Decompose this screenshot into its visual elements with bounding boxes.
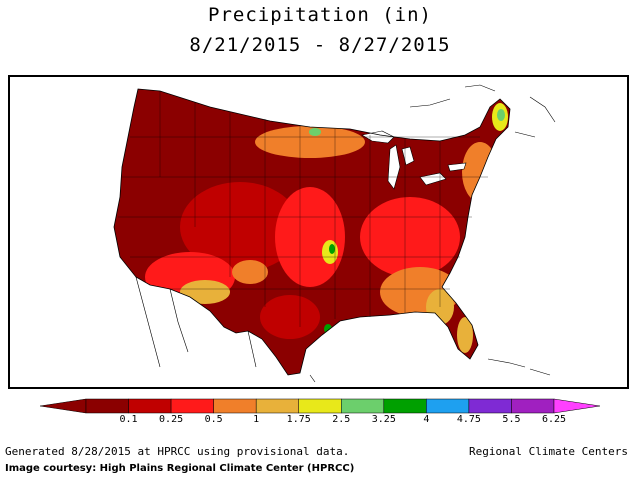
- precip-field-north: [255, 126, 365, 158]
- image-credit: Image courtesy: High Plains Regional Cli…: [5, 463, 355, 474]
- generated-note: Generated 8/28/2015 at HPRCC using provi…: [5, 445, 350, 458]
- legend-arrow-right: [553, 398, 600, 414]
- precip-field-central: [180, 182, 300, 272]
- legend-swatch: [85, 398, 129, 414]
- precip-field-kansas-green: [329, 244, 335, 254]
- legend-swatch: [298, 398, 342, 414]
- legend-tick-label: 0.25: [159, 414, 184, 425]
- legend-tick-label: 4.75: [456, 414, 481, 425]
- legend-tick-label: 4: [423, 414, 430, 425]
- precip-field-mn: [309, 128, 321, 136]
- organization-label: Regional Climate Centers: [469, 445, 628, 458]
- precip-field-texas: [260, 295, 320, 339]
- conus-outline: [113, 88, 511, 376]
- us-map-svg: [113, 84, 556, 383]
- precipitation-map: [8, 75, 629, 389]
- map-title: Precipitation (in): [208, 4, 432, 26]
- legend-tick-label: 3.25: [371, 414, 396, 425]
- precip-field-ne: [462, 142, 498, 202]
- legend-tick-label: 0.5: [204, 414, 223, 425]
- caribbean-islands: [487, 358, 551, 376]
- legend-tick-label: 0.1: [119, 414, 138, 425]
- legend-swatch: [255, 398, 299, 414]
- mexico-coastline: [135, 276, 316, 383]
- legend-tick-label: 2.5: [332, 414, 351, 425]
- legend-swatch: [511, 398, 555, 414]
- legend-swatch: [426, 398, 470, 414]
- legend-swatch: [383, 398, 427, 414]
- legend-swatch: [170, 398, 214, 414]
- legend-tick-label: 5.5: [502, 414, 521, 425]
- legend-tick-label: 6.25: [541, 414, 567, 425]
- precip-field-east: [360, 197, 460, 277]
- legend-swatch: [341, 398, 385, 414]
- color-legend: 0.1 0.25 0.5 1 1.75 2.5 3.25 4 4.75 5.5 6.25: [40, 398, 600, 430]
- precip-field-maine-green: [497, 109, 505, 121]
- canada-coastline: [409, 84, 556, 138]
- legend-swatch: [468, 398, 512, 414]
- legend-arrow-left: [40, 398, 87, 414]
- legend-bar: [40, 398, 600, 414]
- precip-field-arizona: [180, 280, 230, 304]
- legend-swatch: [213, 398, 257, 414]
- precip-field-plains: [275, 187, 345, 287]
- legend-swatch: [128, 398, 172, 414]
- precip-field-nm: [232, 260, 268, 284]
- precip-field-sc-green: [451, 279, 459, 299]
- legend-tick-label: 1: [253, 414, 260, 425]
- precip-field-fl: [457, 317, 473, 353]
- legend-tick-label: 1.75: [286, 414, 311, 425]
- state-lines: [118, 91, 488, 327]
- map-date-range: 8/21/2015 - 8/27/2015: [189, 34, 451, 56]
